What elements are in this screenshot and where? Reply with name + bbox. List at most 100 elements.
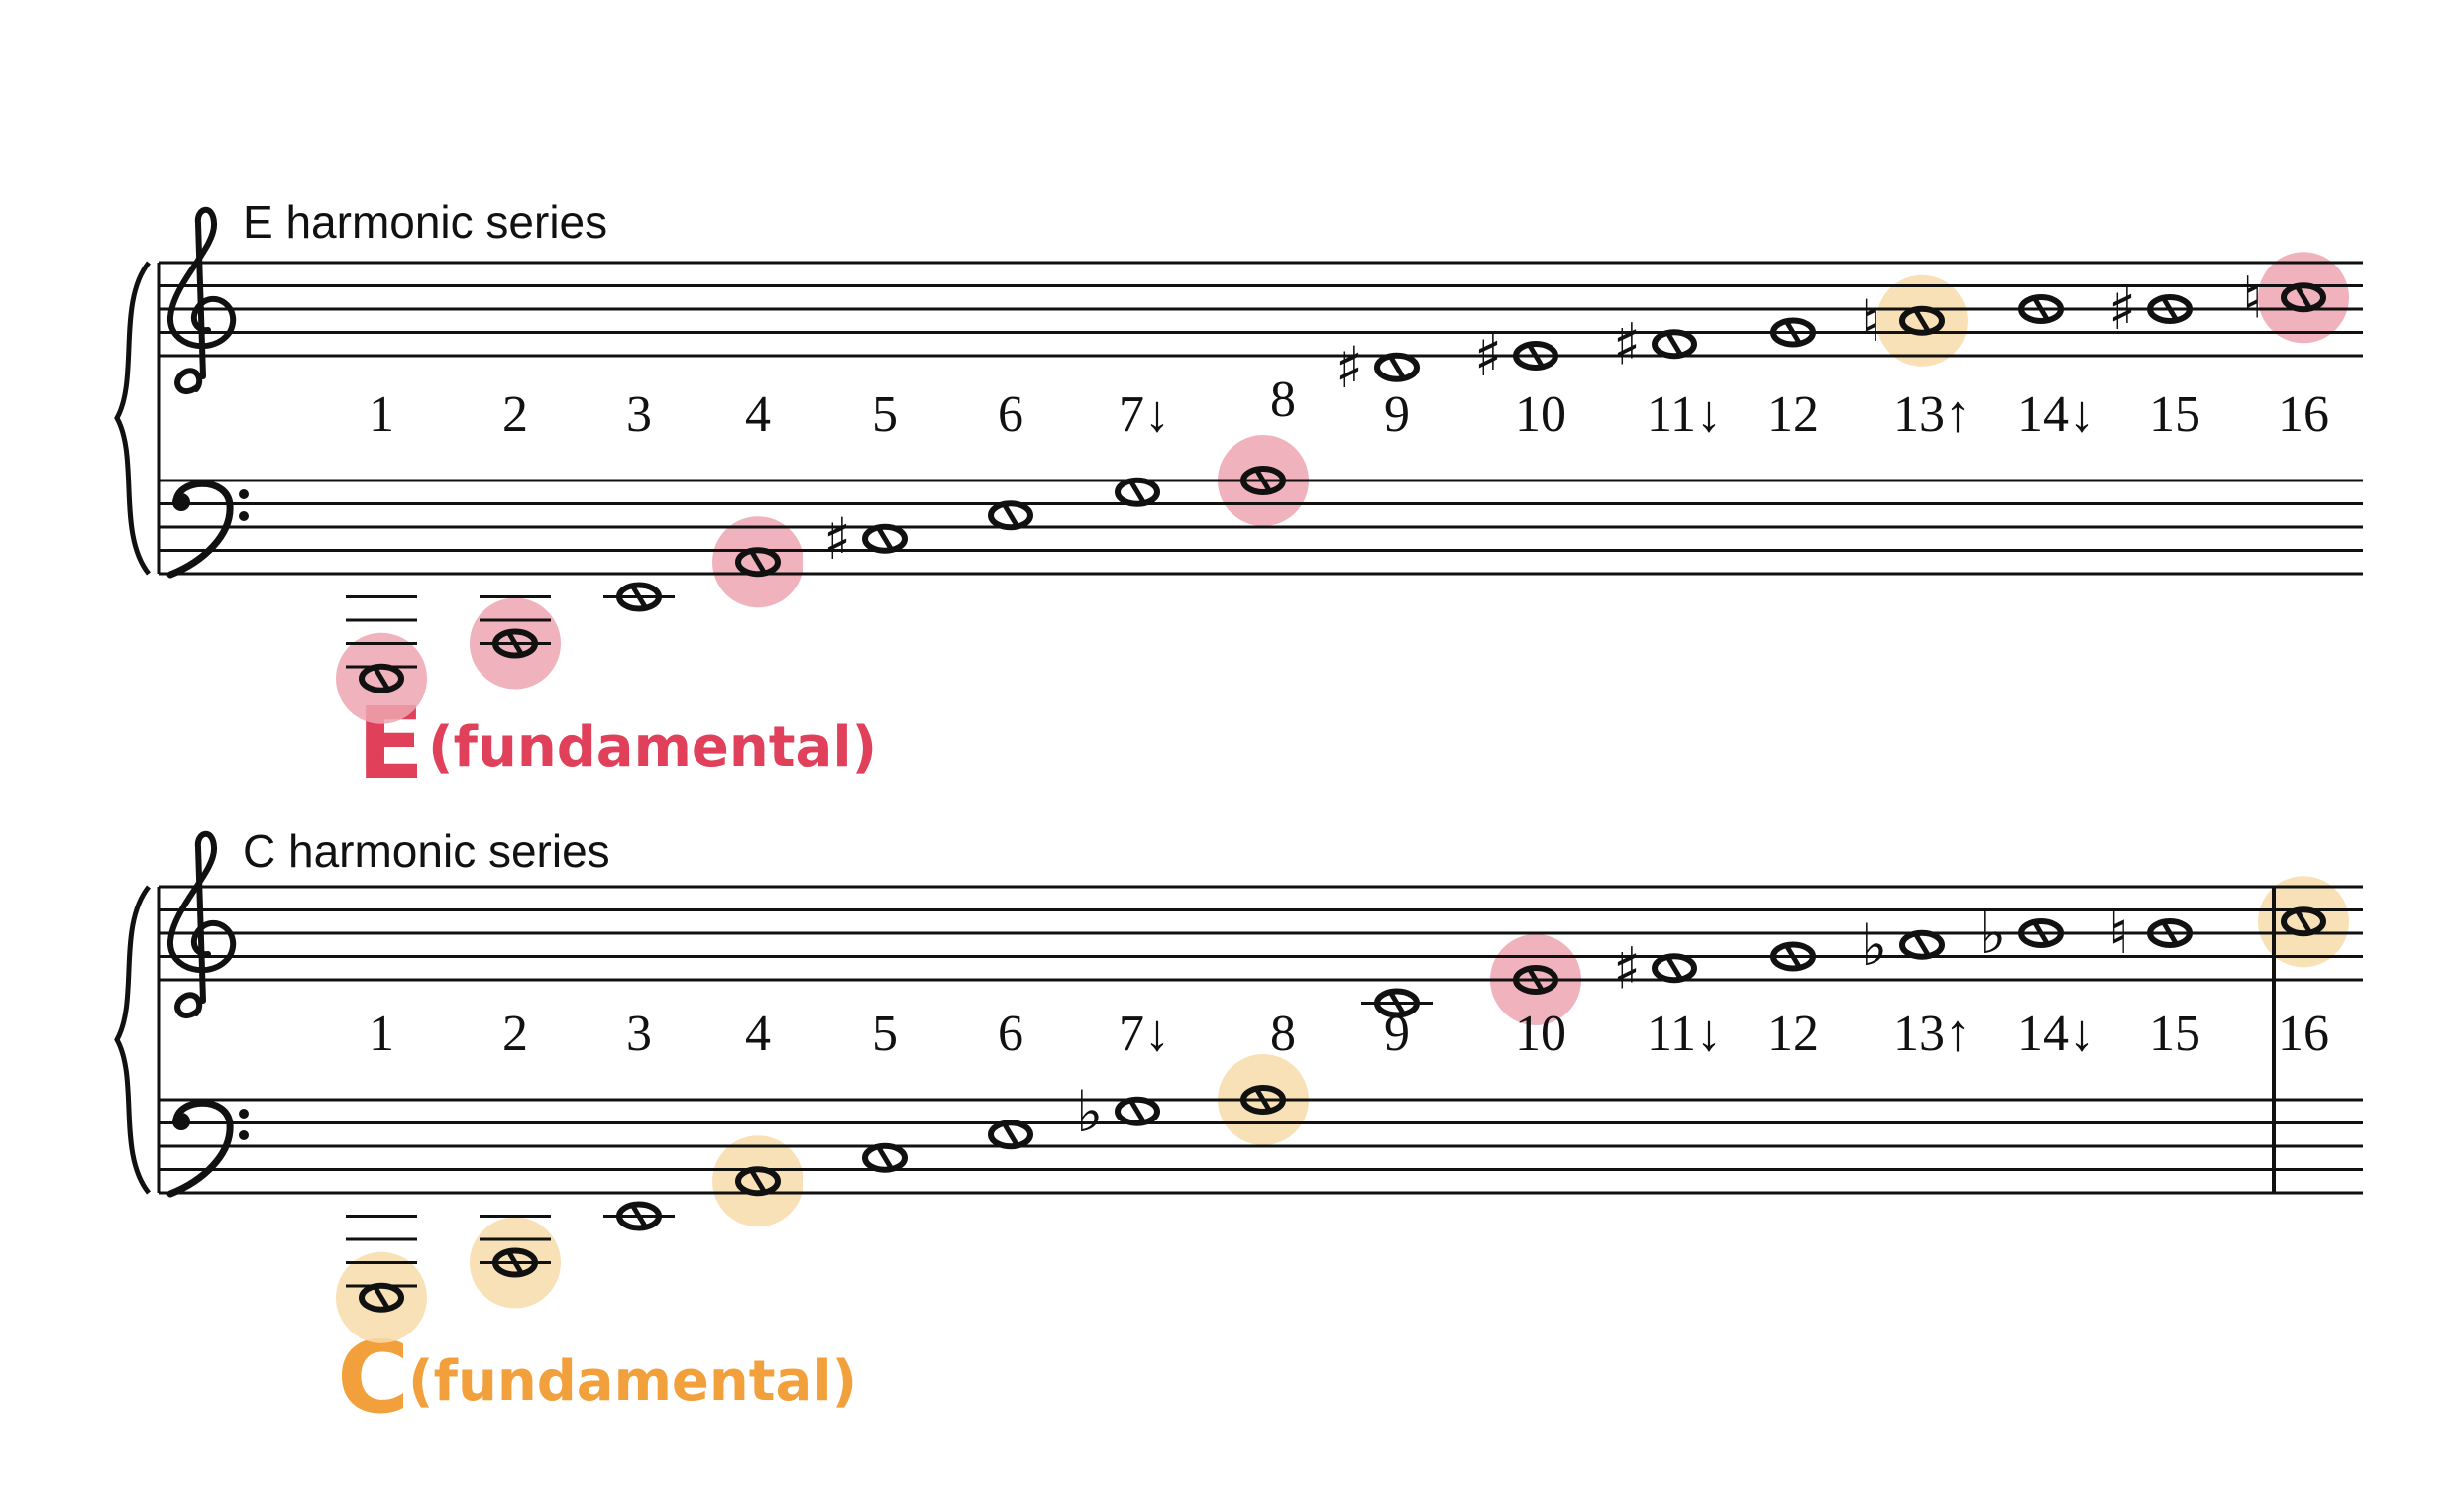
harmonic-number: 13↑	[1893, 1006, 1971, 1062]
brace-icon	[114, 885, 161, 1195]
bass-staff	[159, 479, 2363, 576]
note-harmonic-3	[603, 1201, 675, 1231]
harmonic-number: 12	[1768, 386, 1819, 443]
harmonic-number: 6	[998, 1006, 1023, 1062]
harmonic-number: 7↓	[1119, 386, 1170, 443]
harmonic-number: 14↓	[2017, 386, 2094, 443]
note-harmonic-5: ♯	[823, 505, 908, 573]
treble-staff	[159, 885, 2363, 982]
harmonic-number: 11↓	[1647, 386, 1722, 443]
flat-icon: ♭	[1980, 900, 2006, 967]
harmonic-number: 10	[1515, 386, 1566, 443]
harmonic-number: 13↑	[1893, 386, 1971, 443]
harmonic-number: 9	[1384, 386, 1410, 443]
note-harmonic-13: ♮	[1861, 287, 1945, 355]
note-harmonic-11: ♯	[1613, 934, 1697, 1002]
whole-notehead	[1770, 941, 1816, 972]
whole-notehead	[2281, 282, 2326, 313]
note-harmonic-16: ♮	[2242, 264, 2326, 331]
harmonic-number: 15	[2149, 386, 2200, 443]
note-harmonic-12	[1770, 317, 1816, 348]
harmonic-number: 15	[2149, 1006, 2200, 1062]
bass-clef-icon	[166, 480, 249, 579]
harmonic-numbers: 1 2 3 4 5 6 7↓ 8 9 10 11↓ 12 13↑ 14↓ 15 16	[369, 372, 2329, 443]
harmonic-number: 7↓	[1119, 1006, 1170, 1062]
note-harmonic-4	[735, 547, 781, 578]
note-harmonic-1	[346, 595, 417, 693]
c-harmonic-series-system: C harmonic series C (fundamental) ♭♯ ♭ ♭ ♮1…	[114, 825, 2363, 1436]
harmonic-number: 2	[502, 386, 528, 443]
whole-notehead	[862, 1142, 908, 1173]
harmonic-number: 12	[1768, 1006, 1819, 1062]
bass-staff	[159, 1098, 2363, 1195]
flat-icon: ♭	[1076, 1078, 1103, 1145]
whole-notehead	[1770, 317, 1816, 348]
harmonic-number: 10	[1515, 1006, 1566, 1062]
whole-notehead	[1374, 988, 1420, 1018]
whole-notehead	[1115, 477, 1160, 507]
harmonic-number: 6	[998, 386, 1023, 443]
treble-clef-icon	[167, 830, 237, 1019]
note-harmonic-9: ♯	[1336, 334, 1420, 401]
sharp-icon: ♯	[1613, 310, 1641, 377]
sharp-icon: ♯	[1474, 322, 1502, 389]
harmonic-number: 11↓	[1647, 1006, 1722, 1062]
note-harmonic-10: ♯	[1474, 322, 1558, 389]
sharp-icon: ♯	[2108, 275, 2136, 343]
natural-icon: ♮	[2108, 900, 2129, 967]
natural-icon: ♮	[1861, 287, 1881, 355]
whole-notehead	[1652, 329, 1697, 360]
whole-notehead	[1899, 305, 1945, 336]
harmonic-number: 8	[1270, 1006, 1296, 1062]
note-harmonic-6	[988, 1120, 1033, 1150]
note-harmonic-9	[1361, 988, 1433, 1018]
whole-notehead	[359, 663, 404, 693]
note-harmonic-2	[480, 595, 551, 659]
natural-icon: ♮	[2242, 264, 2263, 331]
whole-notehead	[1513, 965, 1558, 995]
whole-notehead	[359, 1282, 404, 1313]
whole-notehead	[2018, 918, 2064, 948]
note-harmonic-13: ♭	[1861, 911, 1945, 979]
system-title: C harmonic series	[243, 825, 610, 877]
whole-notehead	[735, 1166, 781, 1197]
whole-notehead	[988, 500, 1033, 531]
whole-notehead	[1899, 929, 1945, 960]
note-harmonic-14: ♭	[1980, 900, 2064, 967]
note-harmonic-8	[1240, 1085, 1286, 1115]
whole-notehead	[735, 547, 781, 578]
harmonic-number: 1	[369, 386, 394, 443]
harmonic-number: 16	[2278, 1006, 2329, 1062]
note-harmonic-2	[480, 1215, 551, 1278]
e-harmonic-series-system: E harmonic series E (fundamental) ♯♯ ♯ ♯ ♮ ♯…	[114, 196, 2363, 801]
harmonic-number: 3	[626, 386, 652, 443]
bass-clef-icon	[166, 1099, 249, 1198]
note-harmonic-12	[1770, 941, 1816, 972]
harmonic-number: 4	[745, 386, 771, 443]
whole-notehead	[1240, 1085, 1286, 1115]
note-harmonic-7	[1115, 477, 1160, 507]
note-harmonic-4	[735, 1166, 781, 1197]
whole-notehead	[492, 628, 538, 659]
note-harmonic-3	[603, 582, 675, 612]
note-harmonic-15: ♮	[2108, 900, 2193, 967]
note-harmonic-15: ♯	[2108, 275, 2193, 343]
sharp-icon: ♯	[823, 505, 851, 573]
flat-icon: ♭	[1861, 911, 1887, 979]
note-harmonic-1	[346, 1215, 417, 1313]
note-harmonic-11: ♯	[1613, 310, 1697, 377]
note-harmonic-7: ♭	[1076, 1078, 1160, 1145]
whole-notehead	[1115, 1096, 1160, 1126]
harmonic-number: 9	[1384, 1006, 1410, 1062]
harmonic-number: 4	[745, 1006, 771, 1062]
harmonic-number: 3	[626, 1006, 652, 1062]
whole-notehead	[2147, 294, 2193, 324]
treble-clef-icon	[167, 206, 237, 395]
note-harmonic-6	[988, 500, 1033, 531]
harmonic-numbers: 1 2 3 4 5 6 7↓ 8 9 10 11↓ 12 13↑ 14↓ 15 16	[369, 1006, 2329, 1062]
whole-notehead	[1374, 352, 1420, 382]
note-harmonic-5	[862, 1142, 908, 1173]
whole-notehead	[862, 523, 908, 554]
whole-notehead	[616, 1201, 662, 1231]
